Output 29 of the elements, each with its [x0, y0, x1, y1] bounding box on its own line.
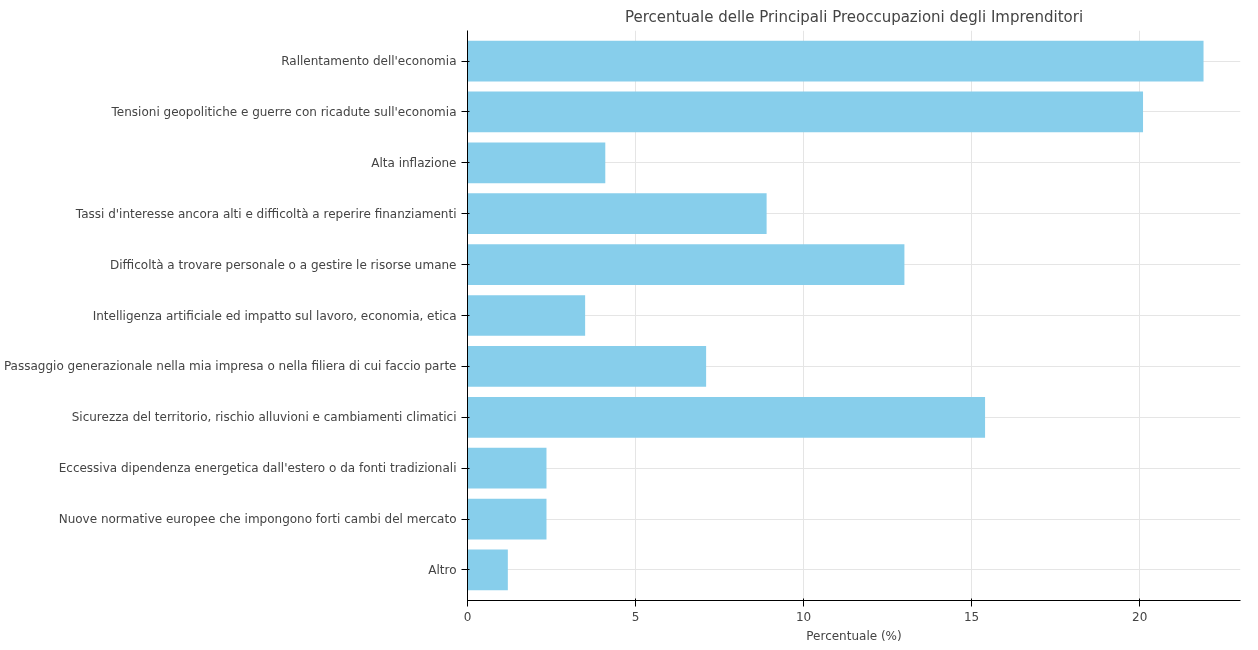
y-tick-label: Tassi d'interesse ancora alti e difficoltà a reperire finanziamenti [74, 206, 457, 221]
y-tick-label: Tensioni geopolitiche e guerre con ricadute sull'economia [110, 104, 457, 119]
bar [467, 193, 767, 235]
bar [467, 40, 1204, 82]
y-tick-label: Difficoltà a trovare personale o a gestire le risorse umane [110, 257, 457, 272]
y-tick-label: Intelligenza artificiale ed impatto sul lavoro, economia, etica [92, 308, 457, 323]
x-tick-label: 20 [1132, 609, 1148, 624]
x-tick-label: 0 [463, 609, 472, 624]
bar [467, 295, 586, 336]
y-tick-label: Nuove normative europee che impongono forti cambi del mercato [58, 512, 457, 527]
chart-title: Percentuale delle Principali Preoccupazioni degli Imprenditori [624, 7, 1084, 26]
x-tick-label: 15 [964, 609, 980, 624]
y-tick-label: Eccessiva dipendenza energetica dall'estero o da fonti tradizionali [58, 461, 457, 476]
bar [467, 447, 547, 489]
y-tick-label: Rallentamento dell'economia [281, 54, 457, 69]
bar [467, 498, 547, 540]
x-tick-label: 5 [631, 609, 640, 624]
bar [467, 91, 1144, 133]
bar [467, 396, 986, 438]
bar [467, 244, 905, 285]
x-tick-label: 10 [795, 609, 812, 624]
x-axis-title: Percentuale (%) [806, 628, 902, 643]
bar [467, 346, 707, 387]
y-tick-label: Alta inflazione [371, 155, 457, 170]
bar [467, 549, 508, 591]
y-tick-label: Passaggio generazionale nella mia impresa o nella filiera di cui faccio parte [3, 359, 457, 374]
bar [467, 142, 606, 184]
y-tick-label: Altro [428, 562, 457, 577]
y-tick-label: Sicurezza del territorio, rischio alluvioni e cambiamenti climatici [71, 410, 457, 425]
